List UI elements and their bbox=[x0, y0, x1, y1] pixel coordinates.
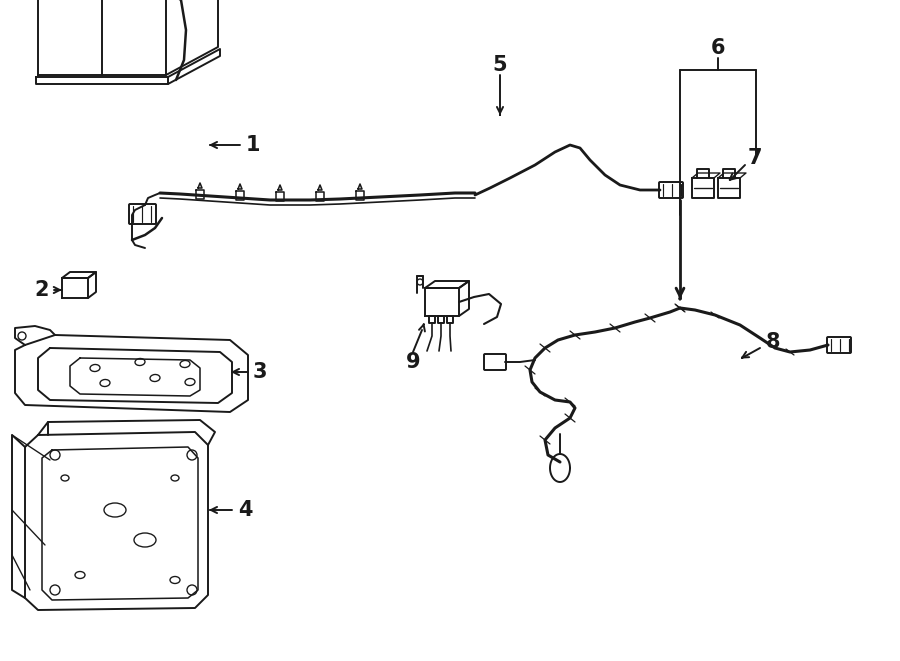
Text: 9: 9 bbox=[406, 352, 420, 372]
Text: 7: 7 bbox=[748, 148, 762, 168]
Text: 3: 3 bbox=[253, 362, 267, 382]
Text: 4: 4 bbox=[238, 500, 252, 520]
Text: 5: 5 bbox=[492, 55, 508, 75]
Text: 2: 2 bbox=[35, 280, 50, 300]
Text: 1: 1 bbox=[246, 135, 260, 155]
Text: 6: 6 bbox=[711, 38, 725, 58]
Text: 8: 8 bbox=[766, 332, 780, 352]
